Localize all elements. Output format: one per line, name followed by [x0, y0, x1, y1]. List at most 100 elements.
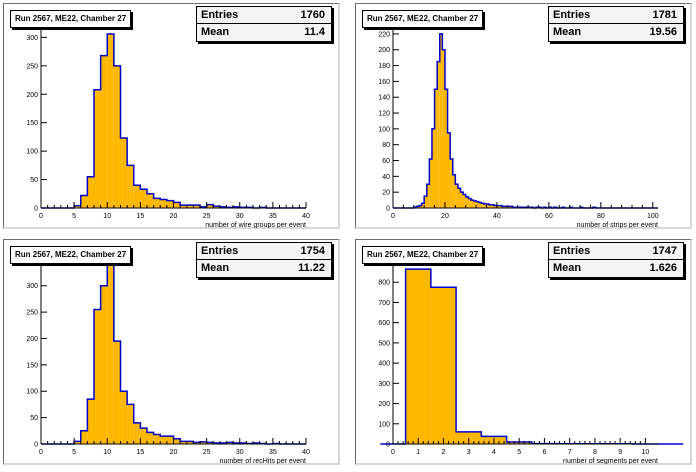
x-axis-label: number of strips per event [577, 222, 658, 228]
histogram-bar [166, 200, 174, 208]
y-tick-label: 600 [378, 320, 390, 327]
x-tick-label: 40 [493, 213, 501, 220]
histogram-bar [476, 201, 479, 208]
mean-value: 1.626 [649, 262, 677, 274]
histogram-bar [424, 196, 427, 208]
x-tick-label: 5 [72, 449, 76, 456]
y-tick-label: 60 [382, 158, 390, 165]
histogram-bar [120, 391, 128, 444]
mean-label: Mean [553, 262, 582, 274]
histogram-plot: 0 5 10 15 20 25 30 35 40 0 50 100 150 200 250 300 number… [26, 261, 310, 464]
histogram-plot: 0123456789100100200300400500600700800900… [378, 260, 684, 464]
x-tick-label: 10 [103, 449, 111, 456]
histogram-bar [496, 205, 500, 208]
histogram-title: Run 2567, ME22, Chamber 27 [10, 246, 132, 264]
histogram-bar [486, 204, 490, 208]
mean-value: 11.22 [298, 262, 325, 274]
x-tick-label: 40 [302, 213, 310, 220]
histogram-bar [80, 195, 88, 208]
histogram-bar [431, 128, 435, 208]
histogram-bar [468, 198, 471, 208]
x-tick-label: 35 [269, 449, 277, 456]
histogram-bar [100, 55, 108, 209]
histogram-bar [226, 442, 234, 444]
x-tick-label: 20 [441, 213, 449, 220]
histogram-plot: 0 5 10 15 20 25 30 35 40 0 50 100 150 200 250 300 number… [26, 26, 310, 228]
y-tick-label: 0 [34, 206, 38, 213]
x-tick-label: 40 [302, 449, 310, 456]
y-tick-label: 180 [378, 63, 390, 70]
x-tick-label: 15 [136, 213, 144, 220]
histogram-bar [200, 441, 207, 444]
histogram-bar [193, 442, 200, 444]
y-tick-label: 200 [26, 336, 38, 343]
entries-value: 1760 [300, 9, 325, 21]
entries-value: 1747 [652, 245, 677, 257]
y-tick-label: 400 [378, 361, 390, 368]
histogram-bar [470, 200, 474, 208]
histogram-bar [442, 49, 445, 208]
histogram-bar [455, 184, 458, 208]
histogram-bar [460, 192, 464, 208]
y-tick-label: 800 [378, 280, 390, 287]
y-tick-label: 100 [26, 149, 38, 156]
y-tick-label: 300 [378, 381, 390, 388]
histogram-bar [147, 193, 154, 208]
histogram-bar [153, 198, 161, 208]
x-tick-label: 9 [618, 449, 622, 456]
y-tick-label: 140 [378, 95, 390, 102]
histogram-title: Run 2567, ME22, Chamber 27 [362, 246, 484, 264]
histogram-bar [166, 436, 174, 444]
entries-value: 1781 [652, 9, 677, 21]
y-tick-label: 80 [382, 142, 390, 149]
histogram-bar [94, 309, 101, 444]
histogram-bar [429, 158, 432, 208]
mean-label: Mean [201, 26, 230, 38]
histogram-bar [447, 132, 451, 208]
y-tick-label: 0 [34, 442, 38, 449]
histogram-bar [133, 422, 141, 444]
x-axis-label: number of recHits per event [220, 458, 306, 464]
y-tick-label: 250 [26, 310, 38, 317]
histogram-bar [457, 188, 461, 208]
y-tick-label: 200 [26, 92, 38, 99]
histogram-bar [127, 404, 134, 444]
histogram-bar [509, 206, 513, 208]
x-tick-label: 6 [542, 449, 546, 456]
mean-value: 11.4 [304, 26, 325, 38]
histogram-bar [94, 89, 101, 208]
histogram-bar [74, 205, 81, 208]
histogram-bar [160, 199, 167, 208]
y-tick-label: 100 [378, 126, 390, 133]
histogram-outline [393, 33, 658, 209]
histogram-bar [173, 438, 181, 444]
mean-value: 19.56 [649, 26, 677, 38]
histogram-bar [140, 189, 147, 208]
histogram-plot: 0 20 40 60 80 100 0 20 40 60 80 100 120 140 160 180 200 2… [378, 26, 659, 228]
y-tick-label: 160 [378, 79, 390, 86]
y-tick-label: 20 [382, 190, 390, 197]
x-tick-label: 30 [236, 449, 244, 456]
histogram-bar [494, 205, 497, 208]
entries-value: 1754 [300, 245, 325, 257]
y-tick-label: 700 [378, 300, 390, 307]
x-tick-label: 4 [492, 449, 496, 456]
histogram-bar [478, 202, 482, 208]
histogram-bar [499, 205, 503, 208]
histogram-bar [80, 430, 88, 444]
histogram-bar [437, 61, 440, 208]
x-tick-label: 5 [517, 449, 521, 456]
x-tick-label: 1 [416, 449, 420, 456]
x-tick-label: 5 [72, 213, 76, 220]
histogram-bar [120, 138, 128, 208]
histogram-bar [180, 205, 187, 208]
x-tick-label: 15 [136, 449, 144, 456]
y-tick-label: 250 [26, 63, 38, 70]
histogram-bar [507, 206, 510, 208]
histogram-bar [430, 287, 457, 444]
y-tick-label: 40 [382, 174, 390, 181]
mean-label: Mean [553, 26, 582, 38]
x-tick-label: 10 [641, 449, 649, 456]
histogram-bar [465, 196, 469, 208]
histogram-bar [147, 432, 154, 444]
